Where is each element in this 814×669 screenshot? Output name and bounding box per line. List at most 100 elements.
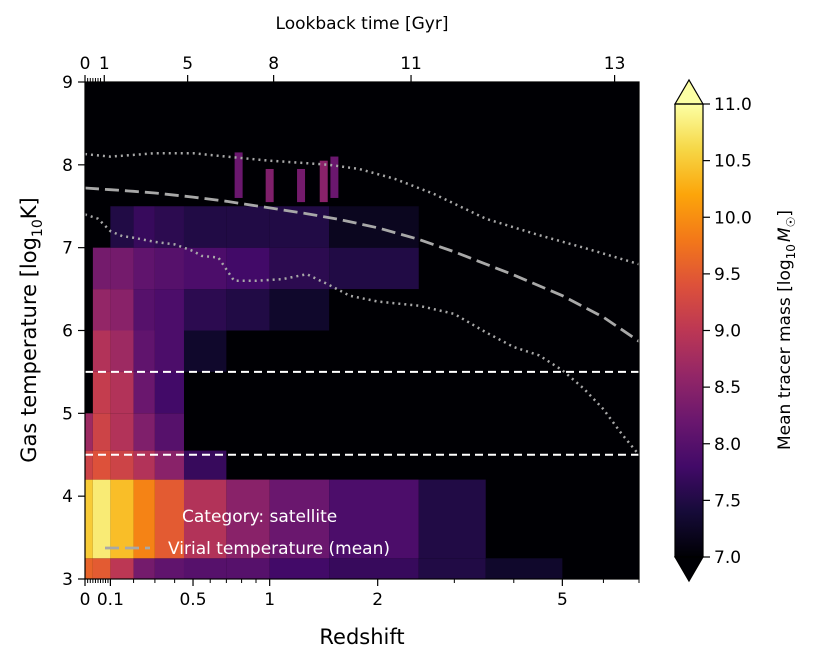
colorbar-extend-bottom <box>673 556 705 583</box>
heatmap-cell <box>154 206 184 248</box>
colorbar: 7.0 7.5 8.0 8.5 9.0 9.5 10.0 10.5 11.0 Mean trac… <box>673 78 798 583</box>
heatmap-cell <box>110 330 134 372</box>
heatmap-cell <box>133 330 155 372</box>
heatmap-cell <box>329 479 419 559</box>
heatmap-cell <box>154 479 184 559</box>
top-tick-label: 5 <box>182 54 193 74</box>
heatmap-cell <box>110 413 134 451</box>
heatmap-cell <box>183 289 227 331</box>
heatmap-cell <box>269 558 330 579</box>
heatmap-cell <box>154 330 184 372</box>
y-axis-label: Gas temperature [log10K] <box>17 197 46 462</box>
heatmap-cell <box>85 450 93 480</box>
legend-line-label: Virial temperature (mean) <box>168 539 390 559</box>
heatmap-cell <box>183 206 227 248</box>
heatmap-cell <box>226 247 270 290</box>
heatmap-layer <box>85 152 563 579</box>
colorbar-tick-label: 10.0 <box>714 208 752 228</box>
heatmap-cell <box>329 558 419 579</box>
y-tick-label: 7 <box>62 239 73 259</box>
heatmap-cell <box>226 558 270 579</box>
y-tick-label: 6 <box>62 322 73 342</box>
colorbar-label-subscript: 10 <box>784 244 798 259</box>
heatmap-cell <box>110 479 134 559</box>
colorbar-tick-label: 8.5 <box>714 378 741 398</box>
x-tick-label: 0.1 <box>97 590 124 610</box>
x-tick-label: 1 <box>264 590 275 610</box>
colorbar-extend-top <box>673 78 705 105</box>
colorbar-label-close: ] <box>775 210 795 217</box>
heatmap-cell <box>269 247 330 290</box>
heatmap-spike <box>330 156 339 198</box>
colorbar-label-m: M <box>775 227 795 242</box>
plot-area: Category: satellite Virial temperature (… <box>84 81 640 580</box>
heatmap-cell <box>85 558 93 579</box>
y-tick-label: 4 <box>62 487 73 507</box>
x-tick-label: 0.5 <box>179 590 206 610</box>
colorbar-tick-label: 9.0 <box>714 322 741 342</box>
y-axis-label-subscript: 10 <box>30 219 46 237</box>
heatmap-cell <box>418 479 486 559</box>
x-tick-label: 2 <box>372 590 383 610</box>
heatmap-cell <box>329 247 419 290</box>
x-axis-ticks: 0 0.1 0.5 1 2 5 <box>80 579 640 610</box>
colorbar-tick-label: 11.0 <box>714 95 752 115</box>
heatmap-cell <box>133 479 155 559</box>
y-tick-label: 9 <box>62 73 73 93</box>
heatmap-cell <box>133 413 155 451</box>
heatmap-cell <box>92 479 111 559</box>
y-axis-label-main: Gas temperature [log <box>17 237 41 463</box>
heatmap-cell <box>226 289 270 331</box>
colorbar-gradient <box>675 104 703 557</box>
heatmap-cell <box>92 450 111 480</box>
heatmap-cell <box>133 558 155 579</box>
heatmap-cell <box>154 289 184 331</box>
y-tick-label: 5 <box>62 404 73 424</box>
heatmap-cell <box>110 371 134 414</box>
x-tick-label: 0 <box>80 590 91 610</box>
colorbar-label-main: Mean tracer mass [log <box>775 259 795 450</box>
colorbar-label-sun: ☉ <box>784 217 798 228</box>
heatmap-cell <box>92 371 111 414</box>
heatmap-cell <box>154 371 184 414</box>
heatmap-cell <box>133 289 155 331</box>
legend: Category: satellite Virial temperature (… <box>105 507 390 559</box>
heatmap-cell <box>110 289 134 331</box>
heatmap-cell <box>183 330 227 372</box>
top-tick-label: 8 <box>268 54 279 74</box>
heatmap-cell <box>92 558 111 579</box>
heatmap-spike <box>234 152 243 198</box>
heatmap-cell <box>133 371 155 414</box>
y-axis-ticks: 3 4 5 6 7 8 9 <box>62 73 85 590</box>
heatmap-cell <box>418 558 486 579</box>
heatmap-cell <box>110 247 134 290</box>
heatmap-cell <box>154 247 184 290</box>
colorbar-tick-label: 10.5 <box>714 152 752 172</box>
heatmap-cell <box>183 247 227 290</box>
heatmap-cell <box>226 206 270 248</box>
y-axis-label-end: K] <box>17 197 41 219</box>
legend-category-text: Category: satellite <box>182 507 337 527</box>
heatmap-cell <box>110 558 134 579</box>
colorbar-ticks: 7.0 7.5 8.0 8.5 9.0 9.5 10.0 10.5 11.0 <box>703 95 752 568</box>
x-tick-label: 5 <box>557 590 568 610</box>
heatmap-spike <box>297 168 306 203</box>
heatmap-cell <box>92 413 111 451</box>
top-tick-label: 11 <box>400 54 422 74</box>
heatmap-cell <box>269 479 330 559</box>
y-tick-label: 8 <box>62 156 73 176</box>
upper-percentile-dotted-line <box>85 151 639 266</box>
heatmap-cell <box>269 289 330 331</box>
heatmap-cell <box>154 558 184 579</box>
heatmap-cell <box>92 247 111 290</box>
x-axis-label: Redshift <box>319 625 404 649</box>
heatmap-cell <box>183 479 227 559</box>
heatmap-cell <box>154 413 184 451</box>
lower-percentile-dotted-line <box>85 213 639 456</box>
heatmap-cell <box>92 289 111 331</box>
heatmap-cell <box>133 247 155 290</box>
heatmap-cell <box>110 206 134 248</box>
colorbar-tick-label: 7.0 <box>714 548 741 568</box>
heatmap-spike <box>265 168 274 203</box>
